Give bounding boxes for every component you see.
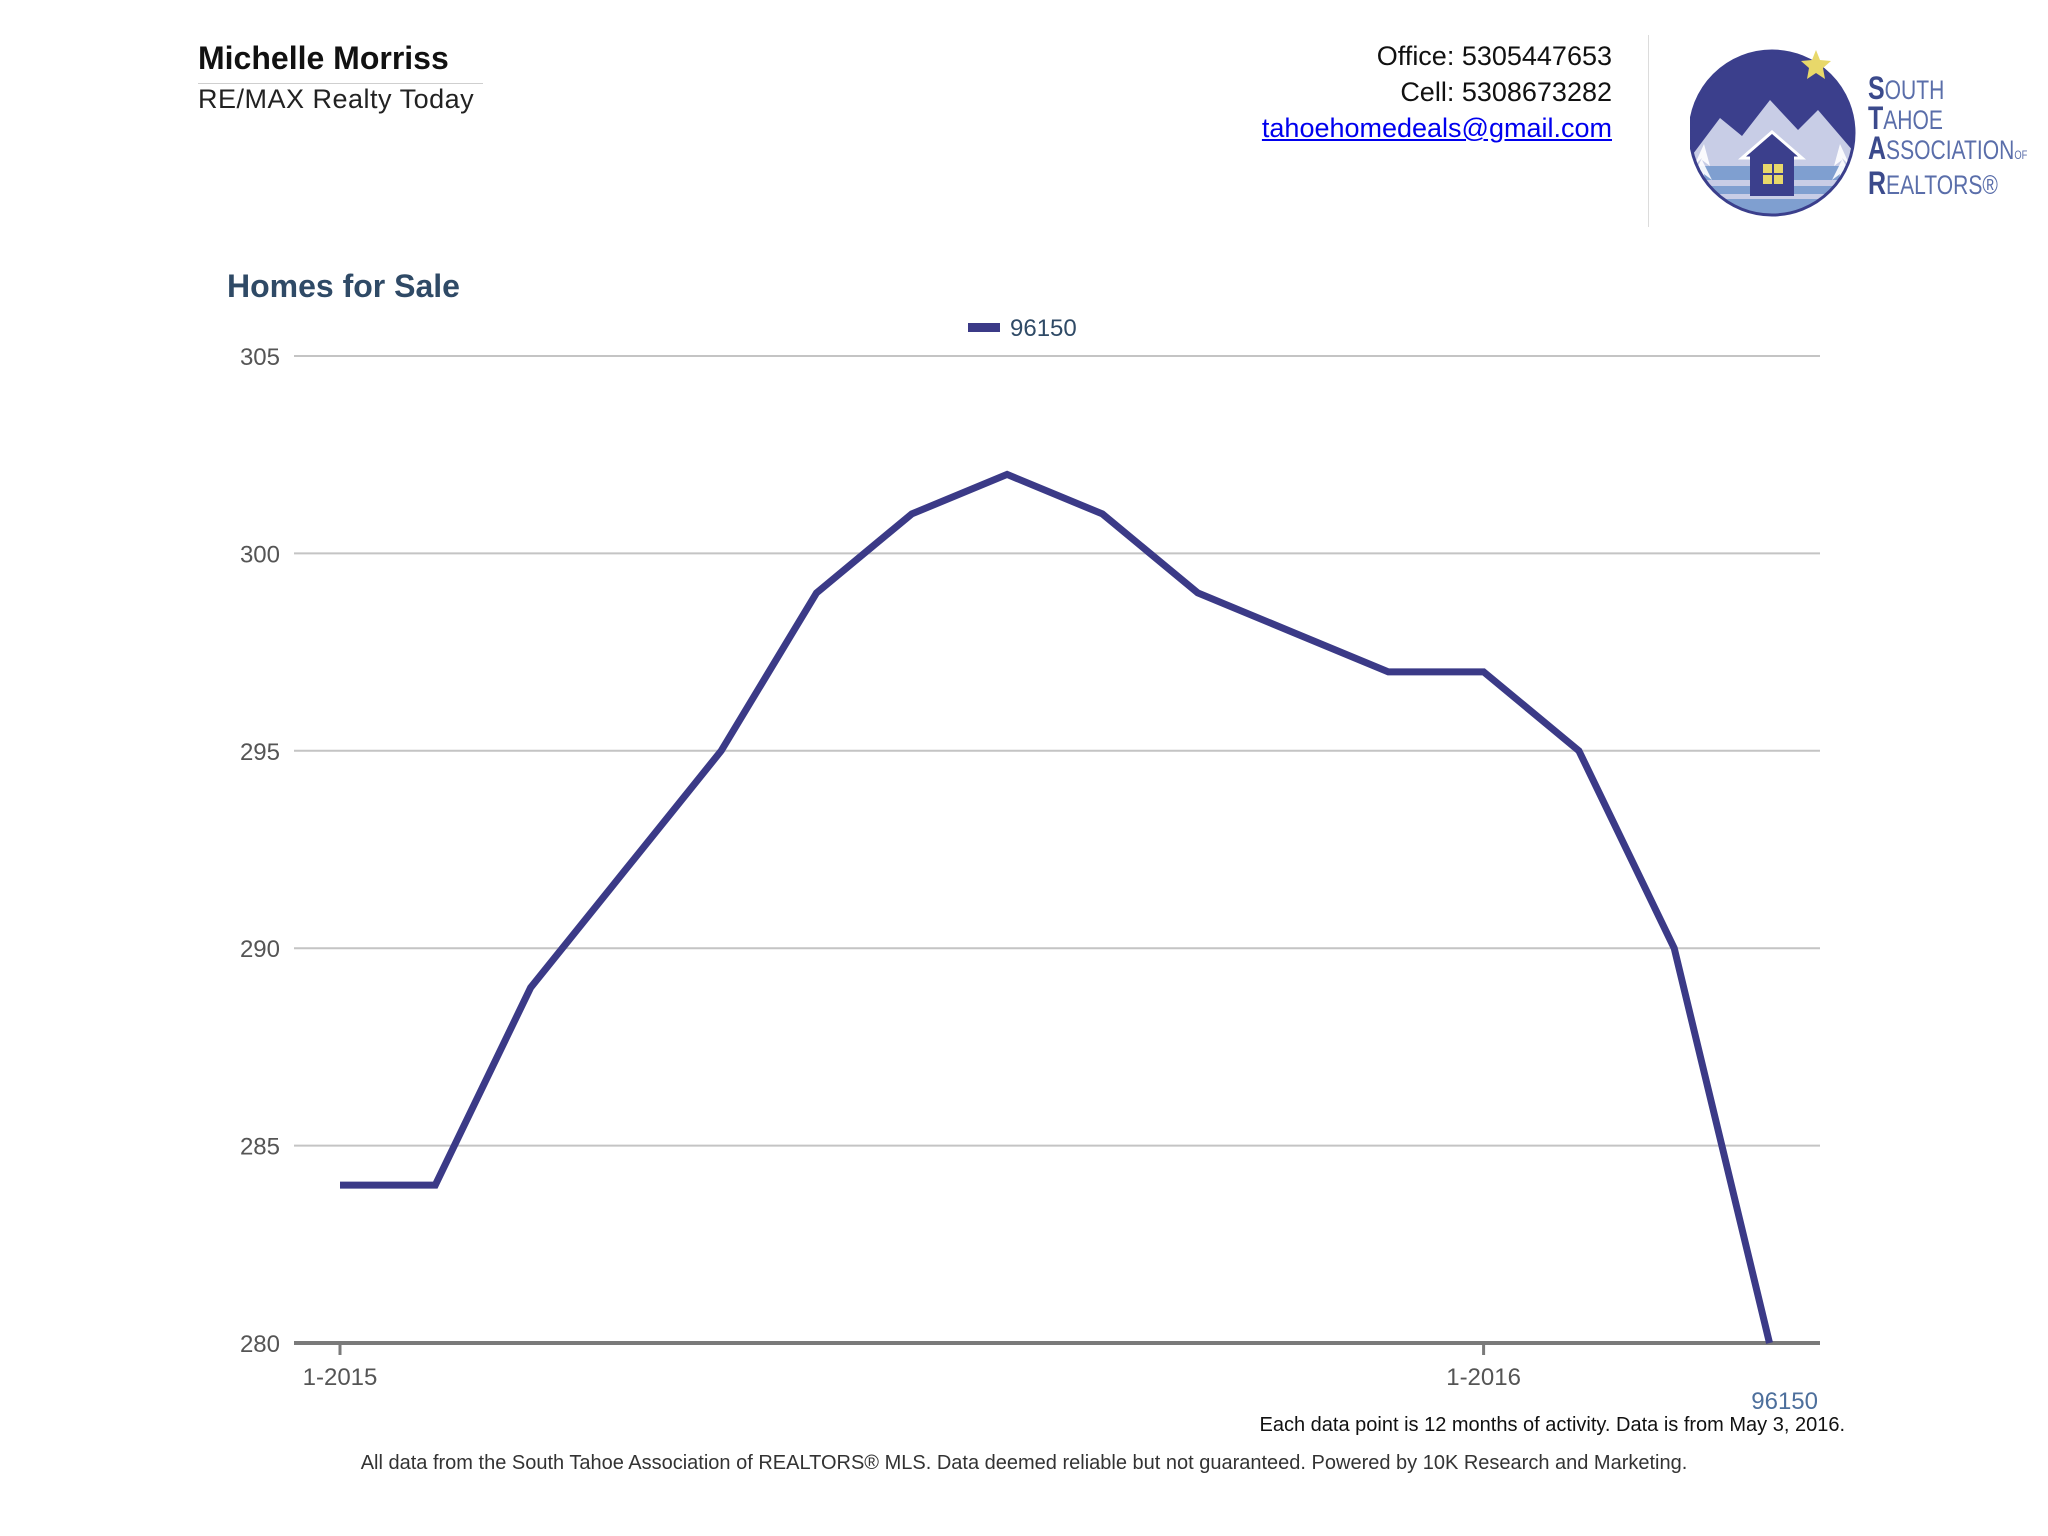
chart-title: Homes for Sale xyxy=(227,268,460,304)
activity-footnote: Each data point is 12 months of activity… xyxy=(1259,1414,1845,1436)
agent-company: RE/MAX Realty Today xyxy=(198,84,475,114)
header-divider xyxy=(1648,35,1649,227)
logo-house xyxy=(1737,130,1807,196)
y-tick-label: 295 xyxy=(240,739,280,766)
source-footnote: All data from the South Tahoe Associatio… xyxy=(360,1452,1688,1474)
contact-block: Office: 5305447653 Cell: 5308673282 taho… xyxy=(1262,38,1612,146)
y-tick-label: 305 xyxy=(240,344,280,371)
y-tick-label: 300 xyxy=(240,541,280,568)
star-logo xyxy=(1690,49,1856,217)
series-end-label: 96150 xyxy=(1751,1388,1818,1415)
series-line-96150 xyxy=(340,470,1773,1344)
x-tick-label: 1-2015 xyxy=(303,1364,378,1391)
logo-text: SOUTH TAHOE ASSOCIATIONOF REALTORS® xyxy=(1868,70,2028,201)
legend-swatch xyxy=(968,323,1000,332)
x-tick-label: 1-2016 xyxy=(1446,1364,1521,1391)
logo-star xyxy=(1801,50,1831,79)
y-tick-label: 285 xyxy=(240,1134,280,1161)
cell-phone: Cell: 5308673282 xyxy=(1400,77,1612,107)
office-phone: Office: 5305447653 xyxy=(1376,41,1612,71)
legend-label: 96150 xyxy=(1010,315,1077,342)
email-link[interactable]: tahoehomedeals@gmail.com xyxy=(1261,113,1612,143)
agent-name: Michelle Morriss xyxy=(198,40,483,84)
y-tick-label: 280 xyxy=(240,1331,280,1358)
y-tick-label: 290 xyxy=(240,936,280,963)
